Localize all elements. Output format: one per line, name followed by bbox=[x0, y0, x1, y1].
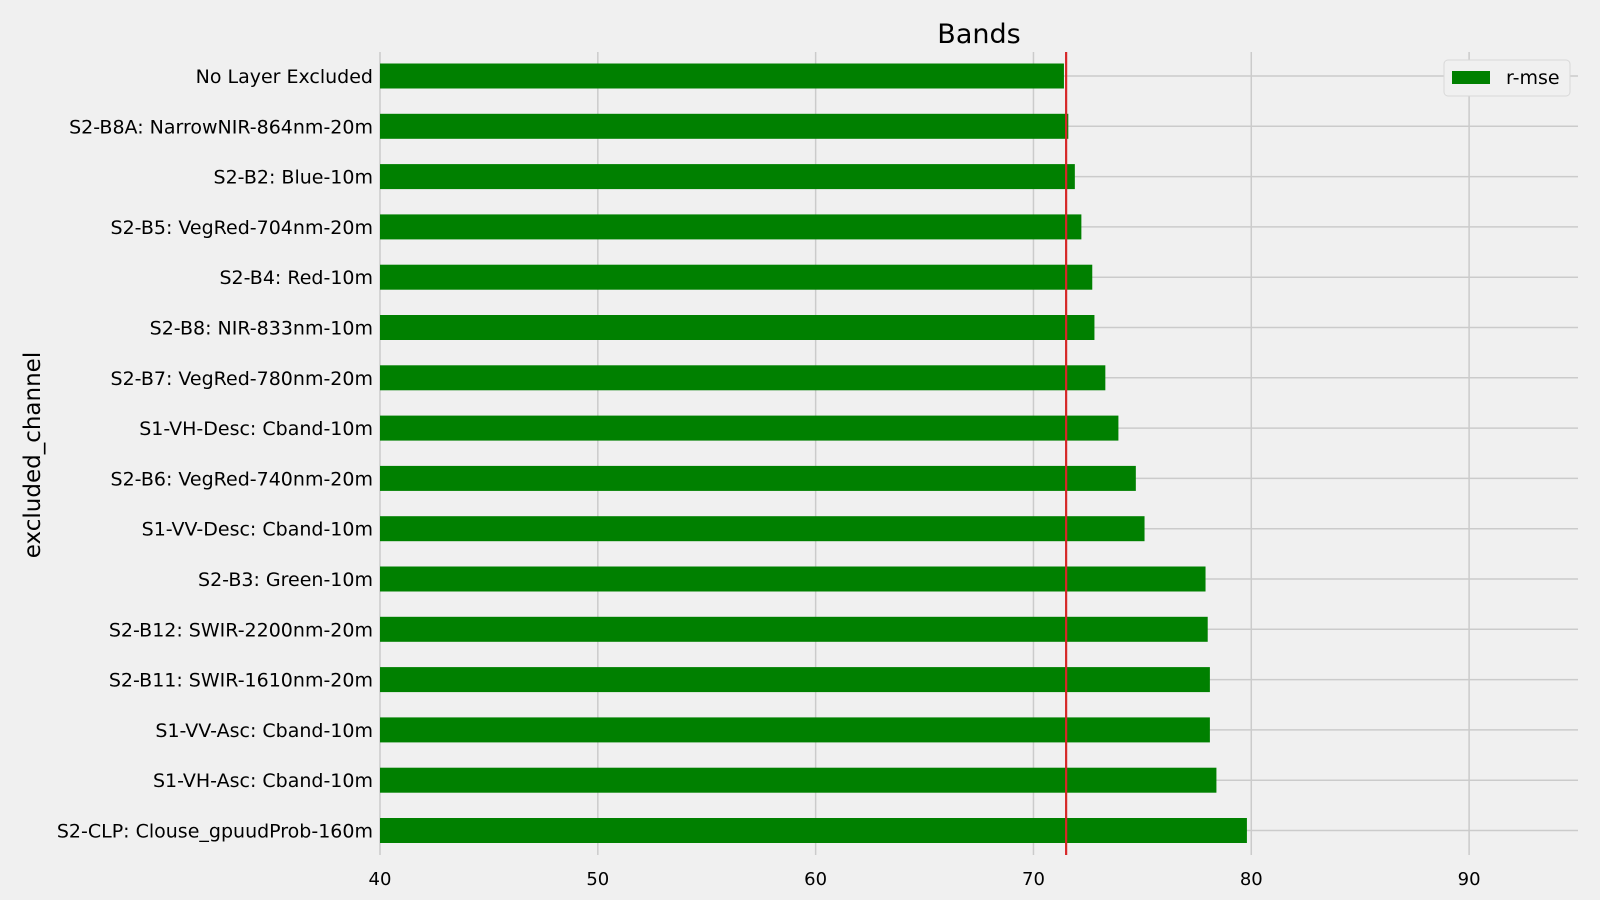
legend-label: r-mse bbox=[1506, 67, 1560, 89]
x-tick-label: 50 bbox=[586, 869, 609, 890]
x-tick-label: 80 bbox=[1240, 869, 1263, 890]
y-tick-label: S2-B2: Blue-10m bbox=[214, 167, 373, 189]
bar bbox=[380, 767, 1217, 793]
bar bbox=[380, 465, 1136, 491]
y-axis-label: excluded_channel bbox=[20, 352, 46, 558]
y-tick-label: S1-VV-Desc: Cband-10m bbox=[142, 519, 373, 541]
y-tick-label: S2-B11: SWIR-1610nm-20m bbox=[109, 670, 373, 692]
y-tick-label: S2-B4: Red-10m bbox=[219, 267, 373, 289]
y-tick-label: S1-VH-Asc: Cband-10m bbox=[153, 770, 373, 792]
y-tick-label: S2-B12: SWIR-2200nm-20m bbox=[109, 619, 373, 641]
y-tick-label: S2-B6: VegRed-740nm-20m bbox=[111, 468, 373, 490]
bar bbox=[380, 667, 1210, 693]
bar bbox=[380, 616, 1208, 642]
y-tick-label: S2-CLP: Clouse_gpuudProb-160m bbox=[57, 821, 373, 843]
y-tick-label: S2-B5: VegRed-704nm-20m bbox=[111, 217, 373, 239]
bar bbox=[380, 516, 1145, 542]
bar-layer bbox=[380, 63, 1247, 843]
bar bbox=[380, 315, 1095, 340]
bar bbox=[380, 818, 1247, 843]
tick-label-layer: 40 50 60 70 80 90 No Layer Excluded S2-B8A: Nar… bbox=[57, 66, 1481, 890]
y-tick-label: S1-VV-Asc: Cband-10m bbox=[155, 720, 373, 742]
y-tick-label: S2-B3: Green-10m bbox=[198, 569, 373, 591]
bar bbox=[380, 214, 1082, 240]
legend: r-mse bbox=[1443, 59, 1571, 97]
chart-title: Bands bbox=[937, 19, 1020, 50]
y-tick-label: No Layer Excluded bbox=[196, 66, 373, 88]
x-tick-label: 60 bbox=[804, 869, 827, 890]
bar bbox=[380, 264, 1093, 290]
bar bbox=[380, 717, 1210, 743]
bar bbox=[380, 365, 1106, 391]
x-tick-label: 70 bbox=[1022, 869, 1045, 890]
bar bbox=[380, 63, 1064, 89]
x-tick-label: 40 bbox=[369, 869, 392, 890]
bar bbox=[380, 164, 1075, 190]
y-tick-label: S2-B8A: NarrowNIR-864nm-20m bbox=[69, 116, 373, 138]
bar bbox=[380, 415, 1119, 441]
y-tick-label: S2-B7: VegRed-780nm-20m bbox=[111, 368, 373, 390]
x-tick-label: 90 bbox=[1458, 869, 1481, 890]
y-tick-label: S2-B8: NIR-833nm-10m bbox=[150, 318, 373, 340]
bar bbox=[380, 113, 1069, 139]
legend-swatch bbox=[1452, 71, 1490, 84]
y-tick-label: S1-VH-Desc: Cband-10m bbox=[139, 418, 373, 440]
legend-box bbox=[1443, 59, 1571, 97]
bar bbox=[380, 566, 1206, 592]
